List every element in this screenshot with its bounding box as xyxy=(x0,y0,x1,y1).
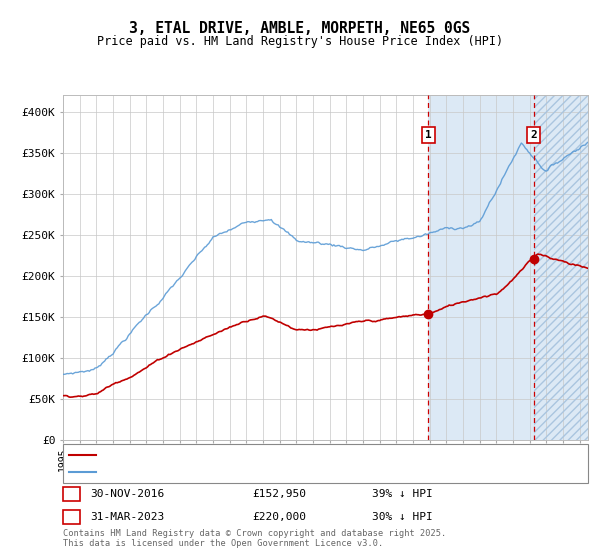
Bar xyxy=(428,95,534,440)
Text: 3, ETAL DRIVE, AMBLE, MORPETH, NE65 0GS: 3, ETAL DRIVE, AMBLE, MORPETH, NE65 0GS xyxy=(130,21,470,36)
Text: 39% ↓ HPI: 39% ↓ HPI xyxy=(372,489,433,499)
Text: 30% ↓ HPI: 30% ↓ HPI xyxy=(372,512,433,522)
Text: Contains HM Land Registry data © Crown copyright and database right 2025.
This d: Contains HM Land Registry data © Crown c… xyxy=(63,529,446,548)
Text: 1: 1 xyxy=(425,130,431,140)
Text: HPI: Average price, detached house, Northumberland: HPI: Average price, detached house, Nort… xyxy=(101,466,401,477)
Text: 1: 1 xyxy=(68,489,75,499)
Text: £220,000: £220,000 xyxy=(252,512,306,522)
Text: Price paid vs. HM Land Registry's House Price Index (HPI): Price paid vs. HM Land Registry's House … xyxy=(97,35,503,48)
Text: 2: 2 xyxy=(68,512,75,522)
Text: 30-NOV-2016: 30-NOV-2016 xyxy=(91,489,165,499)
Bar xyxy=(534,95,588,440)
Text: 3, ETAL DRIVE, AMBLE, MORPETH, NE65 0GS (detached house): 3, ETAL DRIVE, AMBLE, MORPETH, NE65 0GS … xyxy=(101,450,437,460)
Text: £152,950: £152,950 xyxy=(252,489,306,499)
Text: 2: 2 xyxy=(530,130,537,140)
Text: 31-MAR-2023: 31-MAR-2023 xyxy=(91,512,165,522)
Bar xyxy=(534,95,588,440)
